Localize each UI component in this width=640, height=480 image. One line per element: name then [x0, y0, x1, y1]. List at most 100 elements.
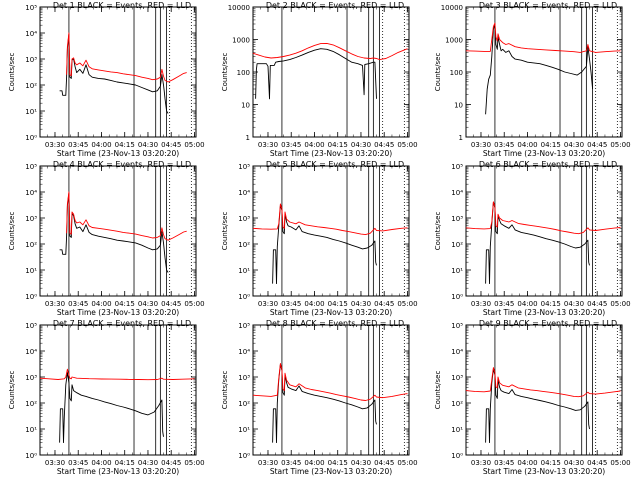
- x-tick-label: 04:00: [304, 459, 324, 467]
- x-tick-label: 04:30: [351, 459, 371, 467]
- series-line-events: [272, 205, 377, 285]
- series-line-events: [485, 201, 590, 285]
- y-tick-label: 10⁰: [238, 293, 250, 301]
- y-axis-label: Counts/sec: [8, 53, 16, 92]
- series-line-events: [59, 33, 169, 114]
- x-tick-label: 04:45: [161, 141, 181, 149]
- panel-title: Det 3 BLACK = Events, RED = LLD: [479, 1, 617, 10]
- x-tick-label: 03:30: [45, 141, 65, 149]
- x-axis-title: Start Time (23-Nov-13 03:20:20): [57, 467, 179, 476]
- y-tick-label: 10⁰: [451, 293, 463, 301]
- y-tick-label: 10⁰: [25, 134, 37, 142]
- x-tick-label: 04:45: [374, 459, 394, 467]
- panel-title: Det 9 BLACK = Events, RED = LLD: [479, 319, 617, 328]
- y-tick-label: 10³: [451, 374, 463, 382]
- x-tick-label: 05:00: [184, 300, 204, 308]
- plot-frame: [252, 6, 410, 138]
- plot-frame: [465, 6, 623, 138]
- series-line-lld: [66, 32, 187, 83]
- y-axis-label: Counts/sec: [221, 212, 229, 251]
- series-line-lld: [465, 367, 621, 398]
- plot-frame: [39, 6, 197, 138]
- x-tick-label: 04:00: [91, 300, 111, 308]
- y-tick-label: 10000: [441, 4, 463, 12]
- x-axis-title: Start Time (23-Nov-13 03:20:20): [270, 308, 392, 317]
- series-line-lld: [252, 203, 408, 236]
- y-tick-label: 10²: [238, 400, 250, 408]
- x-tick-label: 04:00: [517, 459, 537, 467]
- y-axis-label: Counts/sec: [221, 371, 229, 410]
- plot-frame: [39, 324, 197, 456]
- x-tick-label: 04:00: [517, 300, 537, 308]
- y-tick-label: 10³: [238, 374, 250, 382]
- x-tick-label: 04:30: [138, 141, 158, 149]
- series-line-lld: [465, 201, 621, 235]
- y-tick-label: 1: [459, 134, 463, 142]
- y-tick-label: 10⁵: [25, 4, 37, 12]
- x-tick-label: 05:00: [397, 141, 417, 149]
- panel-title: Det 7 BLACK = Events, RED = LLD: [53, 319, 191, 328]
- x-tick-label: 03:45: [68, 300, 88, 308]
- x-tick-label: 04:15: [115, 300, 135, 308]
- y-tick-label: 10⁴: [25, 189, 37, 197]
- series-line-lld: [252, 42, 408, 61]
- y-axis-label: Counts/sec: [434, 371, 442, 410]
- y-tick-label: 10¹: [238, 426, 250, 434]
- panel-title: Det 2 BLACK = Events, RED = LLD: [266, 1, 404, 10]
- y-tick-label: 10⁵: [238, 163, 250, 171]
- x-tick-label: 03:30: [258, 300, 278, 308]
- y-tick-label: 10²: [238, 241, 250, 249]
- y-tick-label: 10³: [238, 215, 250, 223]
- x-tick-label: 05:00: [610, 141, 630, 149]
- panel-title: Det 4 BLACK = Events, RED = LLD: [53, 160, 191, 169]
- y-tick-label: 10⁴: [238, 348, 250, 356]
- x-tick-label: 04:15: [115, 459, 135, 467]
- x-axis-title: Start Time (23-Nov-13 03:20:20): [270, 149, 392, 158]
- y-tick-label: 10²: [25, 400, 37, 408]
- y-tick-label: 10⁰: [25, 293, 37, 301]
- x-tick-label: 03:45: [281, 141, 301, 149]
- y-tick-label: 10: [241, 102, 250, 110]
- x-tick-label: 04:30: [564, 459, 584, 467]
- y-tick-label: 10⁵: [25, 322, 37, 330]
- x-tick-label: 04:00: [304, 300, 324, 308]
- y-tick-label: 10³: [451, 215, 463, 223]
- x-tick-label: 03:45: [494, 141, 514, 149]
- x-tick-label: 04:15: [541, 300, 561, 308]
- y-tick-label: 10⁰: [451, 452, 463, 460]
- y-tick-label: 10¹: [25, 108, 37, 116]
- x-tick-label: 03:45: [68, 459, 88, 467]
- x-tick-label: 04:45: [161, 300, 181, 308]
- x-tick-label: 04:30: [564, 141, 584, 149]
- x-tick-label: 04:30: [351, 300, 371, 308]
- y-axis-label: Counts/sec: [434, 53, 442, 92]
- x-tick-label: 04:45: [587, 459, 607, 467]
- y-tick-label: 10⁴: [238, 189, 250, 197]
- y-axis-label: Counts/sec: [434, 212, 442, 251]
- series-line-events: [255, 48, 377, 100]
- x-tick-label: 04:15: [541, 459, 561, 467]
- x-tick-label: 04:15: [328, 300, 348, 308]
- y-tick-label: 10⁵: [25, 163, 37, 171]
- x-tick-label: 04:45: [587, 141, 607, 149]
- series-line-lld: [252, 363, 408, 401]
- y-tick-label: 10⁴: [451, 189, 463, 197]
- x-tick-label: 04:45: [587, 300, 607, 308]
- y-axis-label: Counts/sec: [221, 53, 229, 92]
- series-line-events: [485, 23, 594, 115]
- x-tick-label: 05:00: [610, 459, 630, 467]
- series-line-events: [485, 368, 590, 444]
- x-tick-label: 04:15: [541, 141, 561, 149]
- x-tick-label: 04:00: [517, 141, 537, 149]
- y-tick-label: 10¹: [238, 267, 250, 275]
- x-axis-title: Start Time (23-Nov-13 03:20:20): [270, 467, 392, 476]
- x-tick-label: 04:45: [374, 141, 394, 149]
- panel-title: Det 8 BLACK = Events, RED = LLD: [266, 319, 404, 328]
- plot-frame: [252, 165, 410, 297]
- x-tick-label: 04:30: [351, 141, 371, 149]
- x-axis-title: Start Time (23-Nov-13 03:20:20): [483, 308, 605, 317]
- y-tick-label: 1000: [232, 37, 250, 45]
- y-tick-label: 10³: [25, 56, 37, 64]
